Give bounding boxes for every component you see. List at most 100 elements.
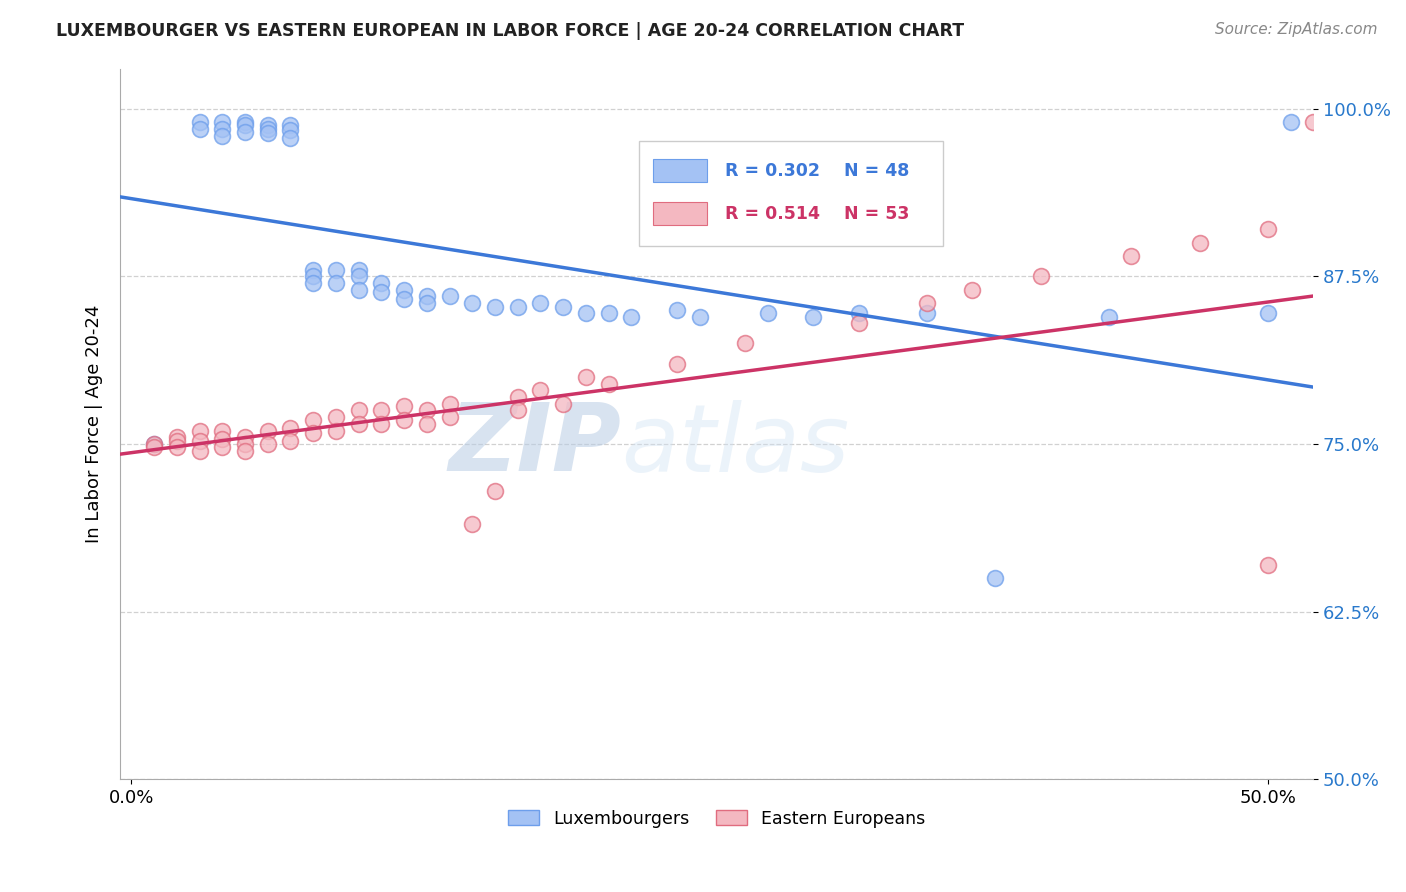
Point — [233, 430, 256, 444]
Point — [689, 310, 711, 324]
Point — [143, 437, 166, 451]
Point — [439, 289, 461, 303]
Point — [325, 262, 347, 277]
Point — [915, 305, 938, 319]
Point — [233, 437, 256, 451]
Point — [1257, 305, 1279, 319]
Point — [256, 437, 278, 451]
Point — [461, 296, 484, 310]
Point — [166, 430, 188, 444]
Point — [1098, 310, 1121, 324]
Point — [484, 483, 506, 498]
Point — [848, 305, 870, 319]
Point — [575, 370, 598, 384]
Y-axis label: In Labor Force | Age 20-24: In Labor Force | Age 20-24 — [86, 305, 103, 543]
Point — [256, 118, 278, 132]
Point — [665, 357, 688, 371]
Text: Source: ZipAtlas.com: Source: ZipAtlas.com — [1215, 22, 1378, 37]
Point — [1121, 249, 1143, 263]
Legend: Luxembourgers, Eastern Europeans: Luxembourgers, Eastern Europeans — [502, 803, 932, 835]
Point — [529, 384, 551, 398]
Point — [143, 440, 166, 454]
Point — [506, 300, 529, 314]
Point — [188, 424, 211, 438]
Point — [211, 440, 233, 454]
Point — [734, 336, 756, 351]
Point — [347, 269, 370, 284]
Point — [347, 417, 370, 431]
Point — [392, 292, 415, 306]
Point — [506, 390, 529, 404]
Point — [370, 285, 392, 300]
Point — [302, 413, 325, 427]
Point — [439, 397, 461, 411]
Point — [416, 403, 439, 417]
Point — [211, 115, 233, 129]
Point — [166, 434, 188, 449]
Bar — [640, 141, 943, 246]
Point — [756, 305, 779, 319]
Point — [484, 300, 506, 314]
Point — [370, 417, 392, 431]
Point — [416, 289, 439, 303]
Point — [1393, 618, 1406, 632]
Point — [143, 437, 166, 451]
Bar — [654, 202, 707, 225]
Point — [280, 434, 302, 449]
Point — [848, 316, 870, 330]
Point — [620, 310, 643, 324]
Point — [665, 302, 688, 317]
Point — [392, 413, 415, 427]
Point — [233, 124, 256, 138]
Point — [233, 115, 256, 129]
Point — [392, 400, 415, 414]
Point — [1257, 222, 1279, 236]
Point — [325, 410, 347, 425]
Point — [347, 262, 370, 277]
Point — [553, 397, 575, 411]
Point — [302, 276, 325, 290]
Point — [347, 283, 370, 297]
Point — [211, 121, 233, 136]
Text: R = 0.514    N = 53: R = 0.514 N = 53 — [725, 204, 910, 222]
Point — [553, 300, 575, 314]
Point — [439, 410, 461, 425]
Point — [188, 115, 211, 129]
Point — [915, 296, 938, 310]
Text: R = 0.302    N = 48: R = 0.302 N = 48 — [725, 161, 910, 180]
Point — [256, 121, 278, 136]
Point — [347, 403, 370, 417]
Point — [302, 262, 325, 277]
Point — [1279, 115, 1302, 129]
Text: atlas: atlas — [621, 400, 849, 491]
Point — [1029, 269, 1052, 284]
Point — [416, 296, 439, 310]
Point — [598, 376, 620, 391]
Point — [280, 118, 302, 132]
Point — [280, 421, 302, 435]
Point — [188, 434, 211, 449]
Point — [233, 118, 256, 132]
Point — [962, 283, 984, 297]
Point — [302, 269, 325, 284]
Point — [280, 123, 302, 137]
Point — [370, 403, 392, 417]
Point — [506, 403, 529, 417]
Point — [256, 424, 278, 438]
Point — [416, 417, 439, 431]
Point — [280, 131, 302, 145]
Point — [211, 128, 233, 143]
Point — [256, 126, 278, 140]
Point — [166, 440, 188, 454]
Point — [211, 432, 233, 446]
Point — [325, 276, 347, 290]
Point — [1347, 128, 1369, 143]
Bar — [654, 160, 707, 182]
Point — [233, 443, 256, 458]
Point — [529, 296, 551, 310]
Point — [575, 305, 598, 319]
Text: ZIP: ZIP — [449, 400, 621, 491]
Point — [461, 517, 484, 532]
Point — [1188, 235, 1211, 250]
Point — [325, 424, 347, 438]
